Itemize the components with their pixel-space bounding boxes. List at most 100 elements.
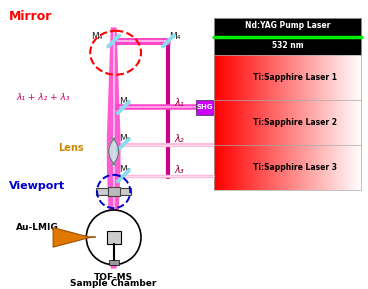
FancyBboxPatch shape — [358, 100, 361, 144]
FancyBboxPatch shape — [287, 100, 290, 144]
FancyBboxPatch shape — [314, 100, 317, 144]
FancyBboxPatch shape — [273, 144, 276, 190]
Text: M₃: M₃ — [120, 165, 131, 174]
FancyBboxPatch shape — [283, 144, 286, 190]
FancyBboxPatch shape — [336, 100, 339, 144]
FancyBboxPatch shape — [329, 55, 332, 100]
FancyBboxPatch shape — [222, 100, 224, 144]
FancyBboxPatch shape — [319, 100, 322, 144]
FancyBboxPatch shape — [346, 144, 349, 190]
FancyBboxPatch shape — [226, 100, 229, 144]
FancyBboxPatch shape — [266, 55, 269, 100]
FancyBboxPatch shape — [266, 144, 269, 190]
FancyBboxPatch shape — [258, 55, 261, 100]
FancyBboxPatch shape — [266, 100, 269, 144]
FancyBboxPatch shape — [302, 100, 305, 144]
FancyBboxPatch shape — [314, 144, 317, 190]
FancyBboxPatch shape — [229, 144, 232, 190]
FancyBboxPatch shape — [341, 55, 344, 100]
FancyBboxPatch shape — [214, 144, 217, 190]
FancyBboxPatch shape — [295, 144, 298, 190]
FancyBboxPatch shape — [234, 100, 237, 144]
FancyBboxPatch shape — [231, 55, 234, 100]
FancyBboxPatch shape — [302, 144, 305, 190]
FancyBboxPatch shape — [244, 100, 247, 144]
FancyBboxPatch shape — [307, 55, 310, 100]
FancyBboxPatch shape — [261, 55, 263, 100]
FancyBboxPatch shape — [344, 100, 347, 144]
FancyBboxPatch shape — [234, 55, 237, 100]
FancyBboxPatch shape — [293, 100, 296, 144]
FancyBboxPatch shape — [329, 100, 332, 144]
FancyBboxPatch shape — [309, 144, 312, 190]
FancyBboxPatch shape — [273, 55, 276, 100]
FancyBboxPatch shape — [217, 100, 220, 144]
FancyBboxPatch shape — [285, 55, 288, 100]
Text: M₄: M₄ — [91, 32, 103, 41]
FancyBboxPatch shape — [239, 144, 242, 190]
FancyBboxPatch shape — [258, 144, 261, 190]
FancyBboxPatch shape — [231, 100, 234, 144]
FancyBboxPatch shape — [344, 144, 347, 190]
FancyBboxPatch shape — [224, 144, 227, 190]
FancyBboxPatch shape — [256, 144, 259, 190]
FancyBboxPatch shape — [214, 55, 217, 100]
FancyBboxPatch shape — [348, 100, 351, 144]
FancyBboxPatch shape — [107, 231, 120, 244]
FancyBboxPatch shape — [268, 144, 271, 190]
FancyBboxPatch shape — [309, 100, 312, 144]
FancyBboxPatch shape — [275, 55, 278, 100]
Text: SHG: SHG — [196, 104, 213, 110]
Text: Mirror: Mirror — [9, 10, 53, 23]
Polygon shape — [109, 138, 118, 165]
FancyBboxPatch shape — [275, 144, 278, 190]
FancyBboxPatch shape — [290, 55, 293, 100]
FancyBboxPatch shape — [324, 55, 327, 100]
FancyBboxPatch shape — [219, 55, 222, 100]
Polygon shape — [53, 228, 90, 247]
FancyBboxPatch shape — [305, 55, 308, 100]
FancyBboxPatch shape — [285, 100, 288, 144]
FancyBboxPatch shape — [229, 55, 232, 100]
FancyBboxPatch shape — [307, 100, 310, 144]
FancyBboxPatch shape — [214, 100, 217, 144]
FancyBboxPatch shape — [226, 55, 229, 100]
FancyBboxPatch shape — [261, 100, 263, 144]
FancyBboxPatch shape — [244, 144, 247, 190]
FancyBboxPatch shape — [356, 100, 359, 144]
Text: Ti:Sapphire Laser 1: Ti:Sapphire Laser 1 — [253, 73, 337, 82]
FancyBboxPatch shape — [258, 100, 261, 144]
FancyBboxPatch shape — [339, 55, 342, 100]
FancyBboxPatch shape — [268, 100, 271, 144]
FancyBboxPatch shape — [236, 55, 239, 100]
FancyBboxPatch shape — [214, 18, 361, 55]
FancyBboxPatch shape — [236, 144, 239, 190]
FancyBboxPatch shape — [248, 144, 251, 190]
FancyBboxPatch shape — [217, 144, 220, 190]
Text: Nd:YAG Pump Laser: Nd:YAG Pump Laser — [245, 21, 330, 30]
FancyBboxPatch shape — [329, 144, 332, 190]
FancyBboxPatch shape — [332, 144, 335, 190]
Text: TOF-MS: TOF-MS — [94, 273, 133, 281]
Circle shape — [86, 210, 141, 265]
FancyBboxPatch shape — [351, 144, 354, 190]
Text: Viewport: Viewport — [9, 181, 65, 191]
FancyBboxPatch shape — [217, 55, 220, 100]
FancyBboxPatch shape — [263, 55, 266, 100]
Text: λ₁ + λ₂ + λ₃: λ₁ + λ₂ + λ₃ — [16, 93, 70, 102]
Text: M₁: M₁ — [120, 97, 131, 106]
FancyBboxPatch shape — [346, 55, 349, 100]
FancyBboxPatch shape — [309, 55, 312, 100]
FancyBboxPatch shape — [300, 55, 303, 100]
FancyBboxPatch shape — [305, 100, 308, 144]
FancyBboxPatch shape — [351, 100, 354, 144]
FancyBboxPatch shape — [270, 100, 273, 144]
FancyBboxPatch shape — [261, 144, 263, 190]
FancyBboxPatch shape — [236, 100, 239, 144]
FancyBboxPatch shape — [339, 144, 342, 190]
FancyBboxPatch shape — [287, 55, 290, 100]
FancyBboxPatch shape — [248, 55, 251, 100]
FancyBboxPatch shape — [334, 144, 337, 190]
FancyBboxPatch shape — [341, 144, 344, 190]
FancyBboxPatch shape — [280, 144, 283, 190]
